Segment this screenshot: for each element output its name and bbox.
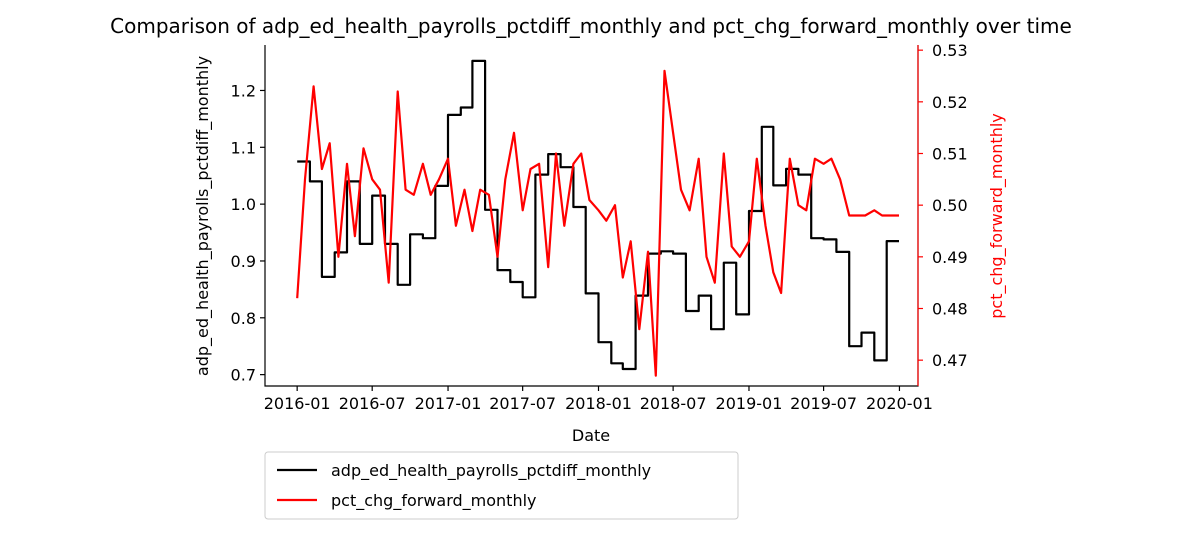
x-tick-label: 2018-07 — [640, 394, 707, 413]
x-axis: 2016-01 2016-07 2017-01 2017-07 2018-01 2018-… — [264, 386, 933, 413]
y-right-tick-label: 0.48 — [932, 300, 968, 319]
x-tick-label: 2020-01 — [866, 394, 933, 413]
series-pct-chg-forward — [296, 69, 899, 377]
series-line-pct-chg-forward — [296, 69, 899, 377]
chart-title: Comparison of adp_ed_health_payrolls_pct… — [110, 14, 1072, 38]
y-right-tick-label: 0.47 — [932, 351, 968, 370]
y-right-tick-label: 0.53 — [932, 41, 968, 60]
plot-frame — [264, 45, 919, 387]
y-left-tick-label: 1.0 — [231, 195, 256, 214]
x-tick-label: 2017-01 — [415, 394, 482, 413]
y-left-tick-label: 1.2 — [231, 81, 256, 100]
y-left-tick-label: 0.7 — [231, 366, 256, 385]
y-right-tick-label: 0.49 — [932, 248, 968, 267]
legend-label-pct: pct_chg_forward_monthly — [331, 491, 537, 511]
x-tick-label: 2019-07 — [790, 394, 857, 413]
x-tick-label: 2017-07 — [489, 394, 556, 413]
y-axis-left-label: adp_ed_health_payrolls_pctdiff_monthly — [193, 56, 213, 376]
x-tick-label: 2016-07 — [339, 394, 406, 413]
legend-box — [264, 451, 739, 520]
x-tick-label: 2018-01 — [565, 394, 632, 413]
y-right-tick-label: 0.51 — [932, 145, 968, 164]
y-left-tick-label: 0.8 — [231, 309, 256, 328]
series-adp-ed-health-payrolls — [297, 59, 899, 371]
series-line-adp-ed-health-payrolls — [297, 59, 899, 371]
legend: adp_ed_health_payrolls_pctdiff_monthly p… — [264, 451, 739, 520]
y-axis-right-label: pct_chg_forward_monthly — [987, 113, 1007, 319]
plot-area — [296, 59, 899, 377]
y-left-tick-label: 1.1 — [231, 138, 256, 157]
y-right-tick-label: 0.52 — [932, 93, 968, 112]
legend-label-adp: adp_ed_health_payrolls_pctdiff_monthly — [331, 461, 651, 481]
y-right-tick-label: 0.50 — [932, 196, 968, 215]
x-tick-label: 2019-01 — [716, 394, 783, 413]
y-axis-left: 0.7 0.8 0.9 1.0 1.1 1.2 — [231, 81, 265, 385]
x-axis-label: Date — [572, 426, 610, 445]
y-axis-right: 0.47 0.48 0.49 0.50 0.51 0.52 0.53 — [918, 41, 968, 370]
y-left-tick-label: 0.9 — [231, 252, 256, 271]
x-tick-label: 2016-01 — [264, 394, 331, 413]
